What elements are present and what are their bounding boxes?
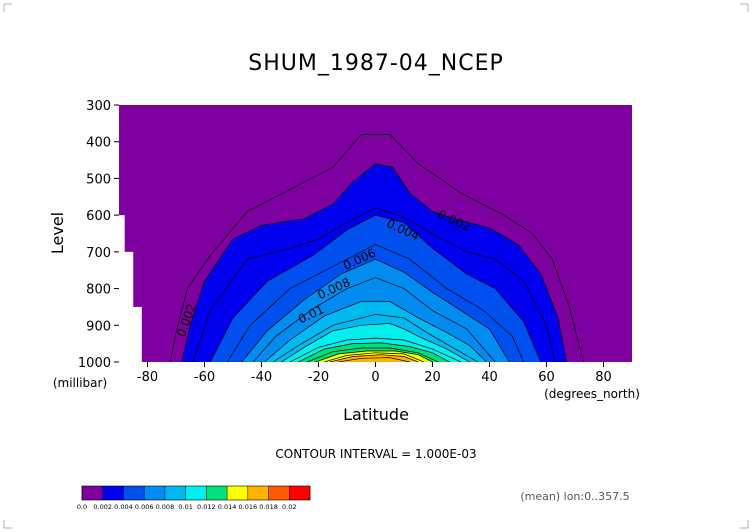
legend-label: 0.018 [259, 503, 278, 511]
legend-label: 0.016 [239, 503, 258, 511]
x-tick-label: -40 [251, 370, 272, 385]
legend-swatch [227, 486, 249, 500]
y-axis-units: (millibar) [53, 376, 107, 390]
y-tick-label: 600 [86, 209, 111, 224]
crop-marks [3, 3, 749, 529]
legend-swatch [289, 486, 311, 500]
contour-line-0.008 [264, 301, 487, 362]
missing-data-step [123, 251, 134, 362]
y-tick-label: 500 [86, 172, 111, 187]
x-tick-label: 40 [481, 370, 498, 385]
plot-area [119, 105, 632, 362]
y-axis-label: Level [48, 212, 67, 254]
y-tick-label: 800 [86, 283, 111, 298]
contour-fill-0.016 [329, 354, 419, 362]
contour-line-0.007 [252, 277, 496, 362]
contour-line-0.016 [329, 354, 419, 362]
legend-label: 0.004 [114, 503, 133, 511]
y-tick-label: 900 [86, 319, 111, 334]
contour-line-0.017 [338, 357, 410, 362]
contour-line-0.015 [324, 352, 425, 362]
y-tick-label: 700 [86, 246, 111, 261]
y-tick-label: 400 [86, 136, 111, 151]
y-tick-label: 1000 [78, 356, 111, 371]
contour-line-0.005 [227, 244, 525, 362]
legend-swatch [82, 486, 104, 500]
legend-swatch [102, 486, 124, 500]
contour-line-0.003 [192, 207, 556, 362]
x-tick-label: 80 [595, 370, 612, 385]
contour-line-0.002 [181, 163, 567, 362]
x-tick-label: 0 [371, 370, 379, 385]
missing-data-step [132, 306, 142, 362]
x-tick-label: -20 [308, 370, 329, 385]
legend-label: 0.014 [218, 503, 237, 511]
contour-line-0.006 [241, 258, 510, 362]
legend-label: 0.002 [93, 503, 112, 511]
contour-lines [169, 134, 584, 362]
contour-line-0.001 [169, 134, 584, 362]
legend-label: 0.0 [77, 503, 87, 511]
legend-swatch [144, 486, 166, 500]
mean-footnote: (mean) lon:0..357.5 [520, 490, 629, 503]
contour-line-0.012 [298, 342, 450, 362]
legend-label: 0.02 [282, 503, 296, 511]
contour-line-0.004 [209, 214, 542, 362]
legend-swatch [185, 486, 207, 500]
y-axis-ticks: 300 400 500 600 700 800 900 1000 [78, 99, 119, 371]
legend-swatch [123, 486, 145, 500]
legend-swatch [164, 486, 186, 500]
color-legend: 0.0 0.002 0.004 0.006 0.008 0.01 0.012 0.014 0.0… [77, 485, 311, 511]
contour-line-0.011 [289, 337, 462, 362]
contour-line-0.014 [315, 350, 433, 362]
legend-label: 0.008 [156, 503, 175, 511]
legend-swatch [247, 486, 269, 500]
x-tick-label: 20 [424, 370, 441, 385]
missing-data-region [119, 215, 142, 362]
legend-label: 0.01 [178, 503, 192, 511]
x-axis-units: (degrees_north) [544, 387, 640, 401]
x-axis-label: Latitude [343, 405, 409, 424]
x-axis-ticks: -80 -60 -40 -20 0 20 40 60 80 [137, 362, 612, 385]
contour-line-0.009 [272, 313, 479, 362]
contour-interval-note: CONTOUR INTERVAL = 1.000E-03 [275, 447, 476, 461]
x-tick-label: -60 [194, 370, 215, 385]
missing-data-step [119, 215, 125, 362]
legend-label: 0.006 [135, 503, 154, 511]
x-tick-label: 60 [538, 370, 555, 385]
x-tick-label: -80 [137, 370, 158, 385]
legend-label: 0.012 [197, 503, 216, 511]
contour-line-0.013 [306, 347, 439, 362]
contour-line-0.01 [281, 323, 470, 362]
chart-title: SHUM_1987-04_NCEP [248, 51, 504, 76]
legend-swatch [268, 486, 290, 500]
y-tick-label: 300 [86, 99, 111, 114]
legend-swatch [206, 486, 228, 500]
